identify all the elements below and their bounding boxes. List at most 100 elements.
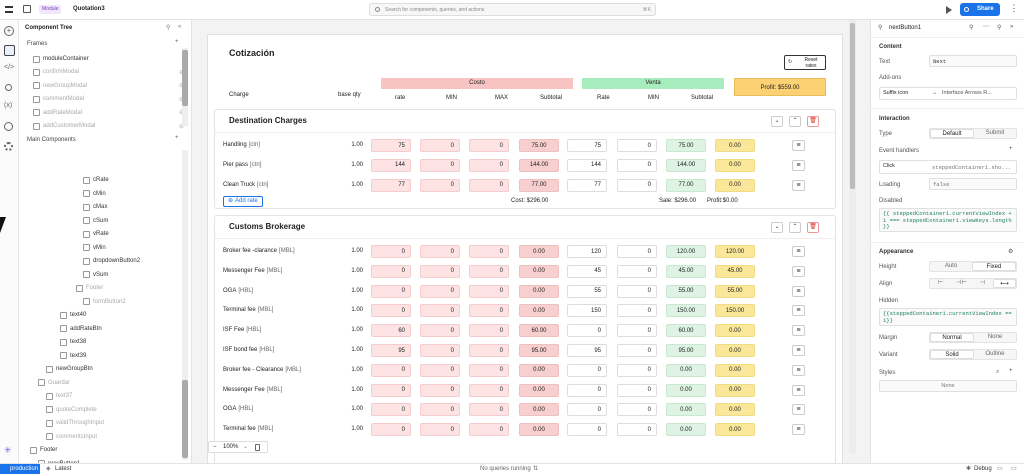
sale-rate-input[interactable]: 150 [567, 304, 607, 318]
debug-label[interactable]: Debug [974, 466, 992, 472]
sale-min-input[interactable]: 0 [617, 363, 657, 377]
inspector-component-name[interactable]: nextButton1 [889, 25, 922, 31]
variables-icon[interactable]: (x) [4, 102, 13, 109]
tree-item[interactable]: newGroupBtn [46, 363, 93, 375]
cost-max-input[interactable]: 0 [469, 158, 509, 172]
cost-rate-input[interactable]: 0 [371, 245, 411, 258]
tree-item[interactable]: cSum [83, 215, 108, 227]
hidden-eye-icon[interactable]: ⊘ [179, 69, 184, 76]
more-icon[interactable]: ⋮ [1009, 3, 1019, 13]
zoom-dropdown-icon[interactable]: ⌄ [243, 444, 249, 450]
variant-outline-option[interactable]: Outline [985, 351, 1005, 357]
align-left-icon[interactable]: ⊢ [937, 280, 944, 286]
row-menu-button[interactable]: ≡ [792, 384, 805, 396]
sale-rate-input[interactable]: 0 [567, 363, 607, 377]
queries-icon[interactable]: ⇅ [533, 466, 539, 472]
collapse-group-button[interactable]: ⌄ [771, 116, 783, 127]
cost-min-input[interactable]: 0 [420, 363, 460, 377]
cost-max-input[interactable]: 0 [469, 304, 509, 318]
align-toggle[interactable]: ⊢ ⊣⊢ ⊣ ⟷ [929, 278, 1017, 289]
add-handler-icon[interactable]: + [1009, 146, 1013, 152]
environment-badge[interactable]: production [0, 464, 40, 474]
sale-rate-input[interactable]: 0 [567, 383, 607, 397]
sale-rate-input[interactable]: 55 [567, 284, 607, 298]
cost-rate-input[interactable]: 0 [371, 304, 411, 318]
cost-max-input[interactable]: 0 [469, 423, 509, 437]
tree-item[interactable]: text40 [60, 309, 86, 321]
play-icon[interactable] [946, 6, 952, 14]
styles-link-icon[interactable]: ⌕ [996, 369, 1000, 375]
sale-min-input[interactable]: 0 [617, 158, 657, 172]
sale-min-input[interactable]: 0 [617, 324, 657, 338]
pin-icon[interactable]: ⚲ [166, 25, 171, 31]
tree-item[interactable]: cRate [83, 174, 109, 186]
tree-item[interactable]: text38 [60, 336, 86, 348]
status-more-icon[interactable]: ▭ [1011, 466, 1017, 472]
row-menu-button[interactable]: ≡ [792, 325, 805, 337]
tree-item[interactable]: prevButton1 [38, 458, 80, 463]
sale-rate-input[interactable]: 144 [567, 158, 607, 172]
cost-min-input[interactable]: 0 [420, 158, 460, 172]
appearance-settings-icon[interactable]: ⚙ [1008, 249, 1014, 255]
tree-frame-item[interactable]: newGroupModal ⊘ [33, 80, 184, 92]
text-value-input[interactable]: Next [929, 55, 1017, 67]
cost-rate-input[interactable]: 0 [371, 363, 411, 377]
canvas-scrollbar[interactable] [849, 20, 856, 453]
hidden-input[interactable]: {{steppedContainer1.currentViewIndex == … [879, 308, 1017, 326]
cost-min-input[interactable]: 0 [420, 245, 460, 258]
row-menu-button[interactable]: ≡ [792, 140, 805, 151]
inspector-pin-icon[interactable]: ⚲ [997, 25, 1002, 31]
tree-item[interactable]: vMin [83, 242, 106, 254]
cost-max-input[interactable]: 0 [469, 139, 509, 152]
cost-max-input[interactable]: 0 [469, 363, 509, 377]
row-menu-button[interactable]: ≡ [792, 364, 805, 376]
history-icon[interactable] [4, 122, 13, 131]
hidden-eye-icon[interactable]: ⊘ [179, 82, 184, 89]
tree-scrollbar-2-thumb[interactable] [182, 380, 188, 458]
tree-item[interactable]: vRate [83, 228, 109, 240]
height-auto-option[interactable]: Auto [944, 263, 958, 269]
sale-min-input[interactable]: 0 [617, 344, 657, 357]
inspector-search-icon[interactable]: ⚲ [969, 25, 974, 31]
delete-group-button[interactable]: 🗑 [807, 222, 819, 233]
inspector-more-icon[interactable]: ⋯ [983, 24, 989, 30]
tree-frame-item[interactable]: confirmModal ⊘ [33, 66, 184, 78]
tree-item[interactable]: commentsInput [46, 431, 97, 443]
loading-input[interactable]: false [929, 178, 1017, 190]
sale-min-input[interactable]: 0 [617, 264, 657, 278]
variant-toggle[interactable]: Solid Outline [929, 349, 1017, 360]
status-menu-icon[interactable]: ▭ [997, 466, 1003, 472]
sale-min-input[interactable]: 0 [617, 383, 657, 397]
tree-item[interactable]: Footer [30, 444, 57, 456]
tree-item[interactable]: formButton2 [83, 296, 126, 308]
add-style-icon[interactable]: + [1009, 368, 1013, 374]
cost-rate-input[interactable]: 60 [371, 324, 411, 338]
cost-rate-input[interactable]: 0 [371, 403, 411, 417]
search-panel-icon[interactable] [5, 84, 12, 91]
row-menu-button[interactable]: ≡ [792, 159, 805, 171]
device-preview-icon[interactable] [255, 444, 260, 451]
layout-toggle-icon[interactable] [23, 5, 31, 13]
cost-rate-input[interactable]: 77 [371, 178, 411, 192]
sale-rate-input[interactable]: 45 [567, 264, 607, 278]
inspector-collapse-icon[interactable]: » [1010, 24, 1014, 30]
reset-rates-button[interactable]: ↻ Reset rates [784, 55, 826, 70]
cost-max-input[interactable]: 0 [469, 245, 509, 258]
inspector-back-icon[interactable]: ⚲ [878, 25, 883, 31]
sale-min-input[interactable]: 0 [617, 304, 657, 318]
sale-min-input[interactable]: 0 [617, 423, 657, 437]
sale-min-input[interactable]: 0 [617, 245, 657, 258]
cost-max-input[interactable]: 0 [469, 403, 509, 417]
sale-min-input[interactable]: 0 [617, 139, 657, 152]
suffix-icon-row[interactable]: Suffix icon → Interface Arrows R... [879, 87, 1017, 100]
share-button[interactable]: Share [960, 3, 1000, 16]
margin-toggle[interactable]: Normal None [929, 332, 1017, 343]
tree-item[interactable]: addRateBtn [60, 323, 102, 335]
variant-solid-option[interactable]: Solid [930, 350, 974, 359]
hidden-eye-icon[interactable]: ⊘ [179, 96, 184, 103]
version-label[interactable]: Latest [55, 466, 72, 472]
styles-select[interactable]: None [879, 380, 1017, 392]
row-menu-button[interactable]: ≡ [792, 285, 805, 297]
cost-rate-input[interactable]: 75 [371, 139, 411, 152]
tree-scrollbar-2[interactable] [182, 150, 188, 460]
